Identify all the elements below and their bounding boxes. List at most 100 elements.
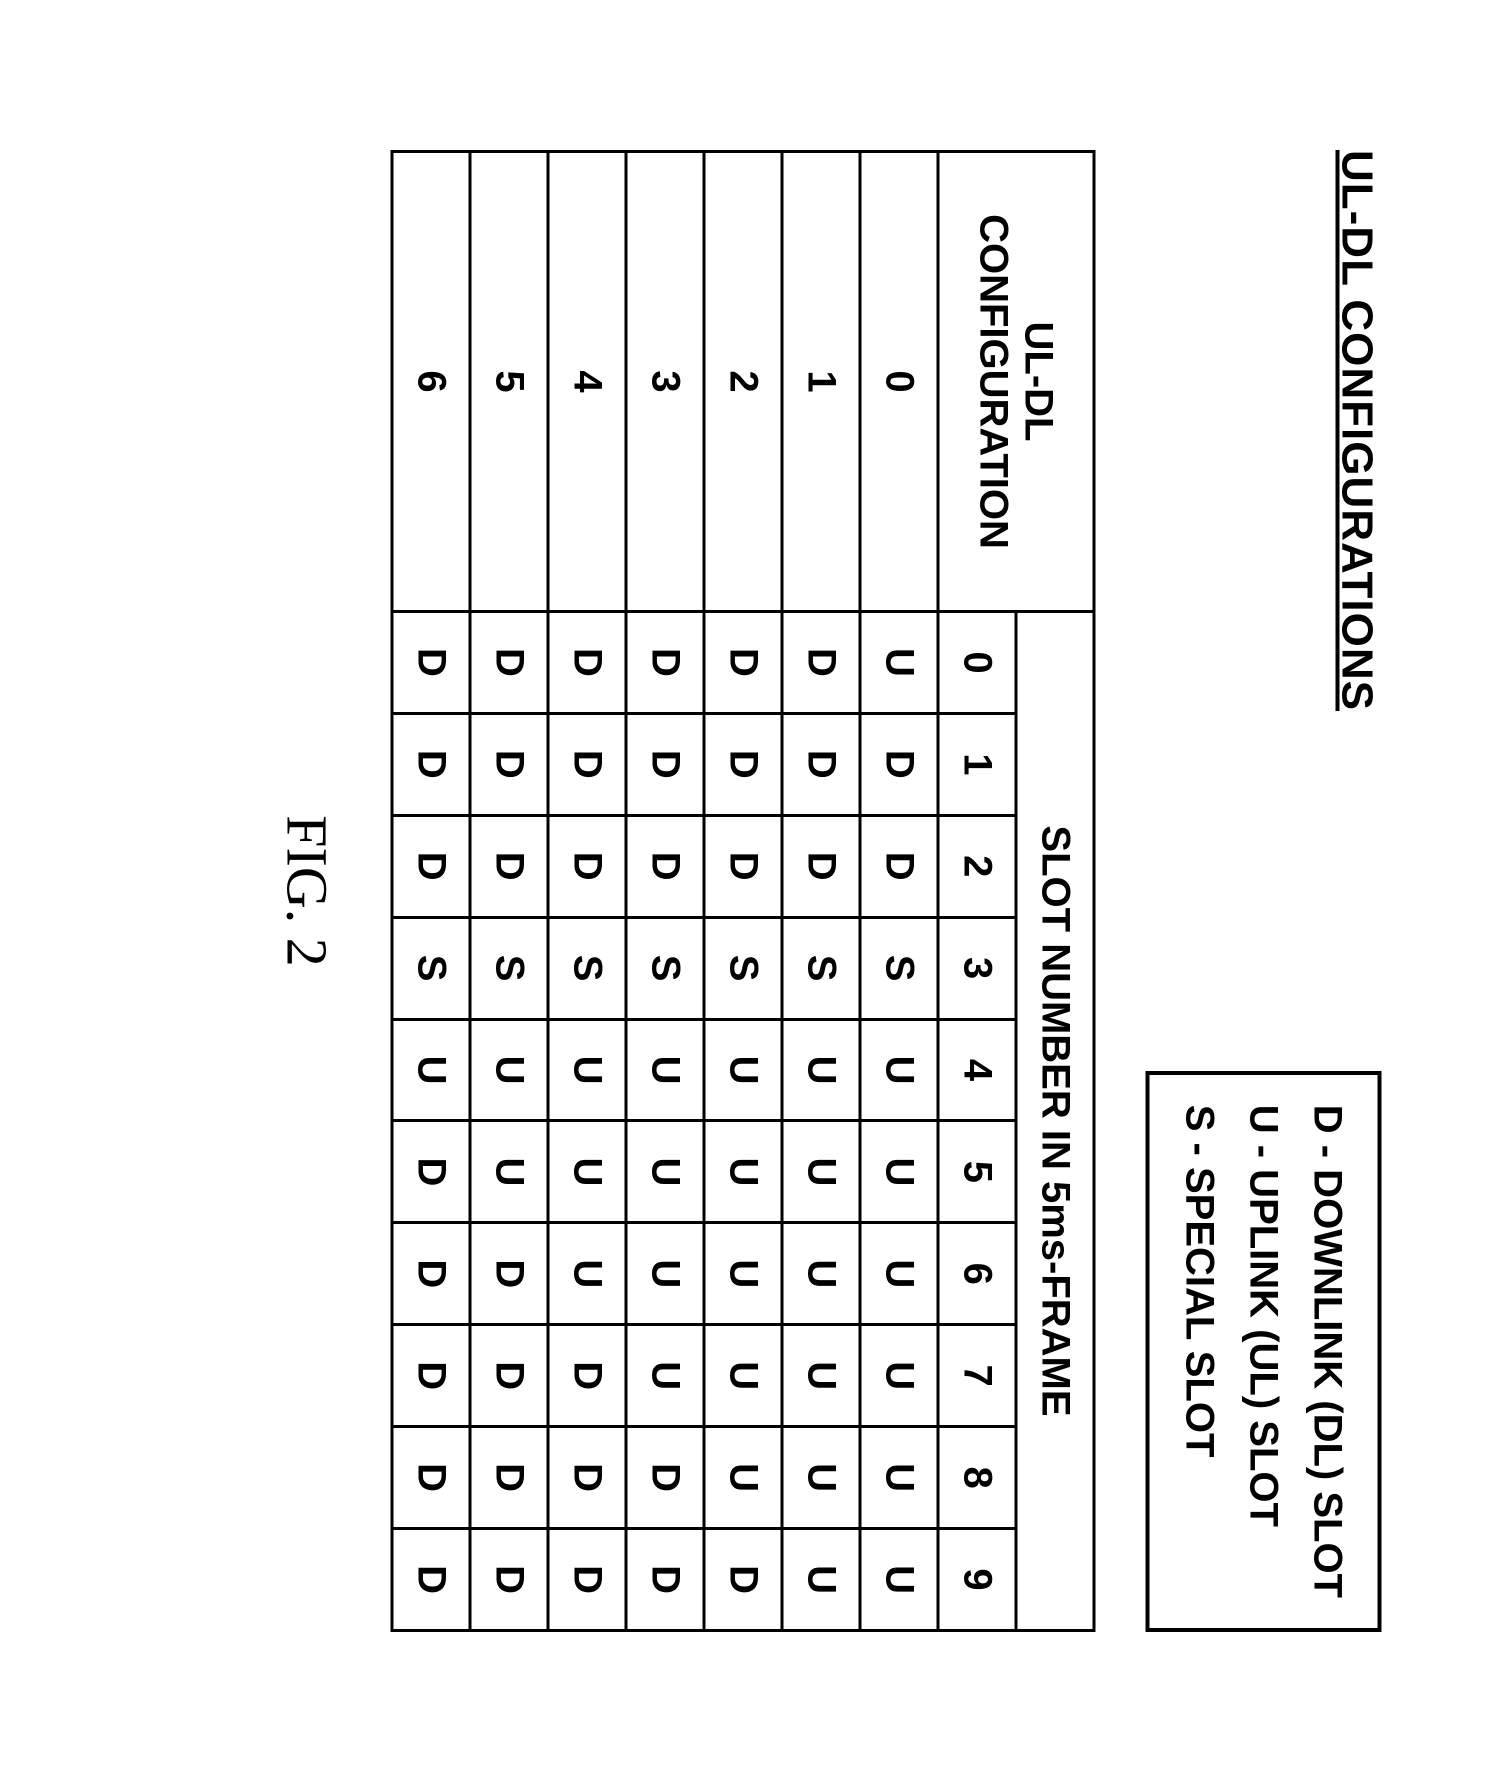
- slot-num: 9: [938, 1529, 1016, 1631]
- slot-cell: U: [626, 1325, 704, 1427]
- slot-cell: S: [626, 917, 704, 1019]
- slot-cell: D: [392, 1121, 470, 1223]
- slot-num: 3: [938, 917, 1016, 1019]
- slot-cell: U: [860, 1529, 938, 1631]
- cfg-cell: 2: [704, 152, 782, 612]
- slot-cell: U: [782, 1019, 860, 1121]
- table-row: 1 D D D S U U U U U U: [782, 152, 860, 1631]
- slot-cell: D: [782, 815, 860, 917]
- legend-d: D - DOWNLINK (DL) SLOT: [1295, 1105, 1359, 1598]
- slot-cell: D: [626, 815, 704, 917]
- slot-cell: U: [626, 1121, 704, 1223]
- slot-cell: U: [626, 1019, 704, 1121]
- slot-cell: D: [548, 713, 626, 815]
- table-row: 5 D D D S U U D D D D: [470, 152, 548, 1631]
- slot-cell: U: [704, 1325, 782, 1427]
- slot-cell: D: [470, 815, 548, 917]
- slot-cell: U: [782, 1121, 860, 1223]
- slot-cell: D: [392, 1529, 470, 1631]
- slot-cell: U: [860, 1019, 938, 1121]
- slot-cell: D: [470, 713, 548, 815]
- page-title: UL-DL CONFIGURATIONS: [1331, 150, 1381, 711]
- slot-cell: S: [782, 917, 860, 1019]
- slot-cell: U: [782, 1427, 860, 1529]
- legend-box: D - DOWNLINK (DL) SLOT U - UPLINK (UL) S…: [1145, 1071, 1381, 1632]
- slot-cell: D: [782, 612, 860, 714]
- slot-cell: U: [704, 1121, 782, 1223]
- slot-cell: D: [392, 1223, 470, 1325]
- slot-cell: U: [548, 1223, 626, 1325]
- legend-s: S - SPECIAL SLOT: [1167, 1105, 1231, 1598]
- slot-num: 7: [938, 1325, 1016, 1427]
- table-row: 0 U D D S U U U U U U: [860, 152, 938, 1631]
- table-row: 2 D D D S U U U U U D: [704, 152, 782, 1631]
- slot-cell: D: [392, 612, 470, 714]
- slot-cell: U: [548, 1121, 626, 1223]
- slot-cell: D: [470, 1325, 548, 1427]
- slot-cell: U: [860, 1121, 938, 1223]
- slot-num: 8: [938, 1427, 1016, 1529]
- slot-cell: D: [392, 713, 470, 815]
- slot-cell: U: [860, 1223, 938, 1325]
- slot-cell: D: [392, 1427, 470, 1529]
- slot-num: 1: [938, 713, 1016, 815]
- slot-cell: S: [860, 917, 938, 1019]
- slot-cell: U: [860, 612, 938, 714]
- slot-cell: U: [470, 1019, 548, 1121]
- cfg-cell: 3: [626, 152, 704, 612]
- slot-cell: D: [548, 612, 626, 714]
- slot-cell: D: [626, 1427, 704, 1529]
- slot-cell: D: [470, 1223, 548, 1325]
- slot-cell: U: [626, 1223, 704, 1325]
- cfg-cell: 6: [392, 152, 470, 612]
- cfg-cell: 4: [548, 152, 626, 612]
- slot-num: 0: [938, 612, 1016, 714]
- header-row: UL-DL CONFIGURATIONS D - DOWNLINK (DL) S…: [1145, 150, 1381, 1632]
- slot-cell: U: [548, 1019, 626, 1121]
- slot-cell: U: [860, 1427, 938, 1529]
- slot-cell: U: [782, 1325, 860, 1427]
- slot-cell: D: [626, 713, 704, 815]
- cfg-cell: 5: [470, 152, 548, 612]
- uldl-table: UL-DL CONFIGURATION SLOT NUMBER IN 5ms-F…: [390, 150, 1095, 1632]
- slot-cell: U: [782, 1529, 860, 1631]
- slot-cell: S: [470, 917, 548, 1019]
- figure-label: FIG. 2: [273, 150, 340, 1632]
- legend-u: U - UPLINK (UL) SLOT: [1231, 1105, 1295, 1598]
- slot-cell: D: [626, 1529, 704, 1631]
- slot-cell: U: [704, 1019, 782, 1121]
- slot-num: 4: [938, 1019, 1016, 1121]
- slot-cell: D: [704, 815, 782, 917]
- slot-cell: D: [782, 713, 860, 815]
- slot-cell: D: [392, 815, 470, 917]
- slot-cell: D: [704, 1529, 782, 1631]
- slot-cell: D: [470, 1427, 548, 1529]
- slot-cell: D: [470, 612, 548, 714]
- slot-cell: D: [860, 713, 938, 815]
- slot-cell: D: [704, 713, 782, 815]
- cfg-cell: 0: [860, 152, 938, 612]
- slot-cell: D: [548, 1325, 626, 1427]
- slot-cell: U: [860, 1325, 938, 1427]
- cfg-cell: 1: [782, 152, 860, 612]
- slot-cell: S: [704, 917, 782, 1019]
- slot-cell: U: [704, 1427, 782, 1529]
- slot-cell: D: [548, 815, 626, 917]
- slot-cell: D: [548, 1427, 626, 1529]
- table-body: 0 U D D S U U U U U U 1 D D D S: [392, 152, 938, 1631]
- table-row: 3 D D D S U U U U D D: [626, 152, 704, 1631]
- slot-cell: S: [548, 917, 626, 1019]
- cfg-header: UL-DL CONFIGURATION: [938, 152, 1094, 612]
- slot-cell: D: [470, 1529, 548, 1631]
- slot-cell: U: [392, 1019, 470, 1121]
- slot-num: 6: [938, 1223, 1016, 1325]
- slot-cell: U: [782, 1223, 860, 1325]
- slot-cell: U: [470, 1121, 548, 1223]
- slot-cell: D: [626, 612, 704, 714]
- table-row: 6 D D D S U D D D D D: [392, 152, 470, 1631]
- slots-header: SLOT NUMBER IN 5ms-FRAME: [1016, 612, 1094, 1631]
- table-row: 4 D D D S U U U D D D: [548, 152, 626, 1631]
- slot-cell: D: [548, 1529, 626, 1631]
- slot-cell: S: [392, 917, 470, 1019]
- slot-cell: U: [704, 1223, 782, 1325]
